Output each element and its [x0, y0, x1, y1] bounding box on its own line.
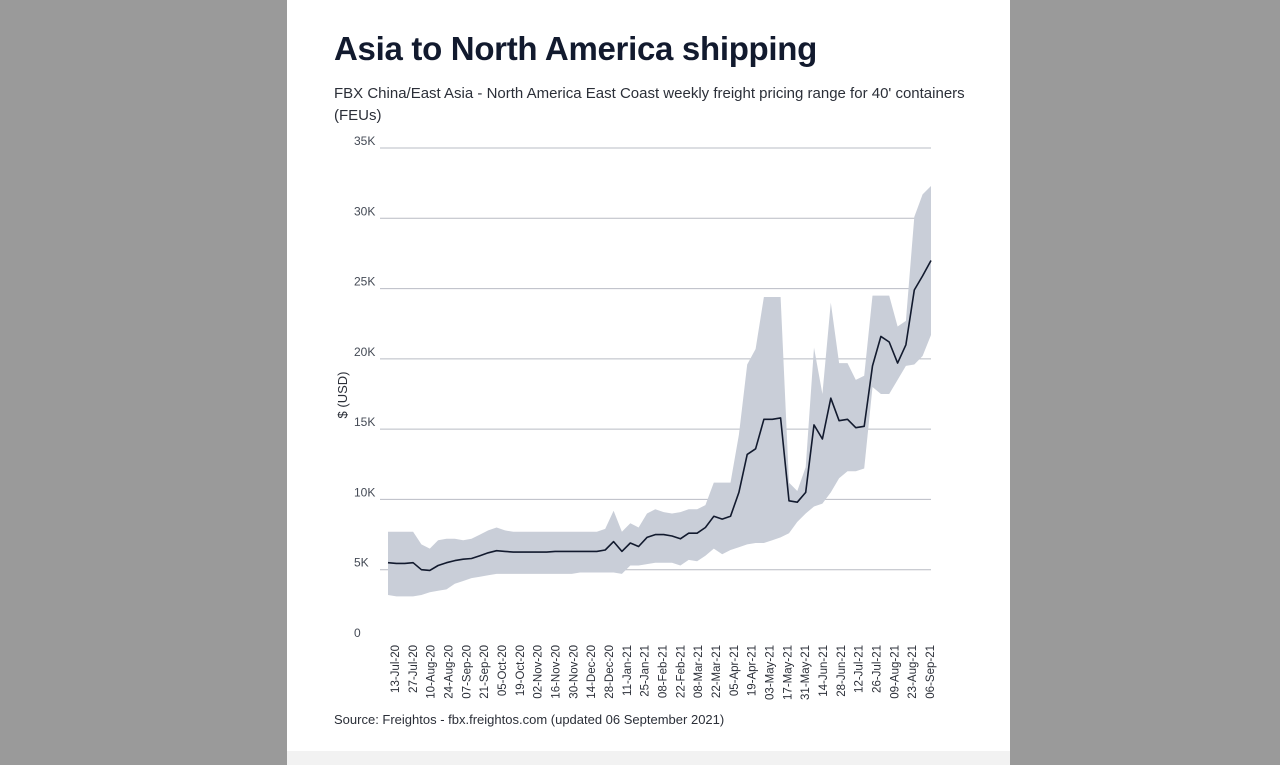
x-tick-label: 30-Nov-20 [568, 645, 580, 699]
x-axis-ticks: 13-Jul-20 27-Jul-20 10-Aug-20 24-Aug-20 07-S… [390, 645, 937, 700]
x-tick-label: 21-Sep-20 [479, 645, 491, 699]
index-line-group [387, 260, 932, 572]
chart-title: Asia to North America shipping [334, 30, 818, 67]
y-tick-label: 30K [354, 204, 375, 218]
x-tick-label: 25-Jan-21 [640, 645, 652, 697]
x-tick-label: 08-Feb-21 [658, 645, 670, 698]
x-tick-label: 28-Dec-20 [604, 645, 616, 699]
x-tick-label: 22-Mar-21 [711, 645, 723, 698]
x-tick-label: 28-Jun-21 [836, 645, 848, 697]
x-tick-label: 05-Oct-20 [497, 645, 509, 696]
x-tick-label: 19-Apr-21 [747, 645, 759, 696]
x-tick-label: 22-Feb-21 [675, 645, 687, 698]
x-tick-label: 14-Jun-21 [818, 645, 830, 697]
x-tick-label: 09-Aug-21 [889, 645, 901, 699]
x-tick-label: 06-Sep-21 [925, 645, 937, 699]
x-tick-label: 07-Sep-20 [461, 645, 473, 699]
x-tick-label: 26-Jul-21 [872, 645, 884, 693]
x-tick-label: 23-Aug-21 [907, 645, 919, 699]
x-tick-label: 13-Jul-20 [390, 645, 402, 693]
x-tick-label: 08-Mar-21 [693, 645, 705, 698]
x-tick-label: 27-Jul-20 [408, 645, 420, 693]
y-axis-label: $ (USD) [335, 372, 350, 419]
price-range-band [388, 186, 931, 597]
x-tick-label: 31-May-21 [800, 645, 812, 700]
y-axis-ticks: 0 5K 10K 15K 20K 25K 30K 35K [354, 134, 375, 640]
x-tick-label: 14-Dec-20 [586, 645, 598, 699]
x-tick-label: 05-Apr-21 [729, 645, 741, 696]
y-tick-label: 10K [354, 485, 375, 499]
x-tick-label: 10-Aug-20 [426, 645, 438, 699]
y-tick-label: 5K [354, 556, 369, 570]
x-tick-label: 19-Oct-20 [515, 645, 527, 696]
card-bottom-band [287, 751, 1010, 765]
y-tick-label: 15K [354, 415, 375, 429]
weekly-index-line [387, 260, 932, 572]
x-tick-label: 17-May-21 [782, 645, 794, 700]
y-tick-label: 25K [354, 275, 375, 289]
x-tick-label: 03-May-21 [765, 645, 777, 700]
y-tick-label: 20K [354, 345, 375, 359]
x-tick-label: 11-Jan-21 [622, 645, 634, 696]
x-tick-label: 12-Jul-21 [854, 645, 866, 693]
y-tick-label: 0 [354, 626, 361, 640]
x-tick-label: 16-Nov-20 [551, 645, 563, 699]
y-tick-label: 35K [354, 134, 375, 148]
price-range-band-group [388, 186, 931, 597]
chart-subtitle: FBX China/East Asia - North America East… [334, 85, 965, 124]
x-tick-label: 24-Aug-20 [444, 645, 456, 699]
grid-lines [380, 147, 931, 571]
source-note: Source: Freightos - fbx.freightos.com (u… [334, 712, 725, 727]
x-tick-label: 02-Nov-20 [533, 645, 545, 699]
